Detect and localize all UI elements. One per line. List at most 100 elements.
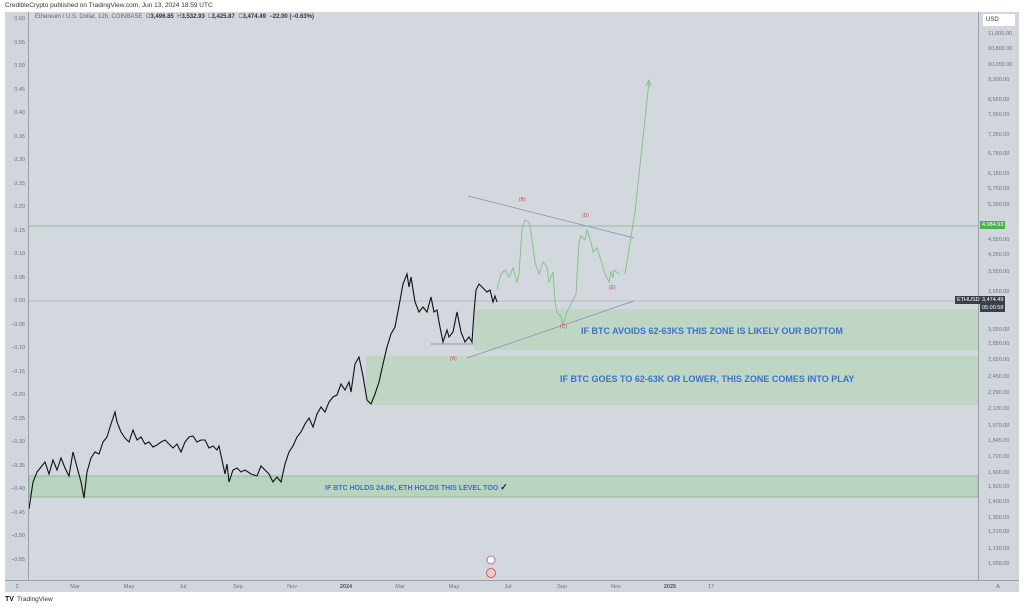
check-icon: ✓ <box>500 482 508 492</box>
price-axis-tick: 2,130.00 <box>988 406 1010 412</box>
price-axis-tick: 3,050.00 <box>988 327 1010 333</box>
left-axis-tick: −0.15 <box>11 368 25 375</box>
left-axis-tick: −0.20 <box>11 392 25 398</box>
legend-symbol: Ethereum / U.S. Dollar, 12h, COINBASE <box>35 14 143 20</box>
left-axis-tick: 0.55 <box>14 39 25 46</box>
price-axis-tick: 5,750.00 <box>988 186 1010 192</box>
left-axis-tick: 0.40 <box>14 110 25 116</box>
price-axis-tick: 1,210.00 <box>988 529 1010 535</box>
left-axis-tick: 0.50 <box>14 63 25 69</box>
time-axis-tick: Mar <box>395 584 405 590</box>
price-axis-tick: 1,058.00 <box>988 561 1010 567</box>
price-axis-tick: 1,720.00 <box>988 454 1010 460</box>
time-axis-tick: May <box>123 584 135 590</box>
publisher-caption: CredibleCrypto published on TradingView.… <box>5 2 213 9</box>
price-axis-tick: 1,845.00 <box>988 438 1010 444</box>
left-axis-tick: −0.50 <box>11 533 25 539</box>
time-axis-tick: Jul <box>179 584 187 590</box>
time-axis-tick: Sep <box>233 584 243 590</box>
wave-label-d: (D) <box>582 213 589 219</box>
event-icon <box>486 555 496 565</box>
left-axis-tick: 0.15 <box>14 227 25 234</box>
left-axis-tick: 0.20 <box>14 204 25 210</box>
time-axis-tick: 17 <box>707 584 715 590</box>
left-axis-tick: 0.25 <box>14 180 25 187</box>
left-axis-tick: 0.00 <box>14 298 25 304</box>
symbol-tag: ETHUSD <box>955 296 982 304</box>
price-axis-tick: 3,950.00 <box>988 269 1010 275</box>
wave-label-e: (E) <box>609 285 616 291</box>
left-axis-tick: 0.05 <box>14 274 25 281</box>
countdown-tag: 05:00:58 <box>980 304 1006 312</box>
price-axis-tick: 2,290.00 <box>988 390 1010 396</box>
zone-if-btc-lower <box>366 356 978 405</box>
price-axis-tick: 1,600.00 <box>988 470 1010 476</box>
wave-label-c: (C) <box>560 324 567 330</box>
price-axis-tick: 11,600.00 <box>988 31 1013 37</box>
time-axis-tick: 2025 <box>663 584 677 590</box>
brand-name: TradingView <box>16 596 53 603</box>
price-axis-tick: 8,550.00 <box>988 97 1010 103</box>
left-scale-axis[interactable]: 0.60 0.55 0.50 0.45 0.40 0.35 0.30 0.25 0.20 0.15… <box>5 12 29 580</box>
currency-selector[interactable]: USD <box>983 14 1015 26</box>
left-axis-tick: −0.30 <box>11 439 25 445</box>
price-axis-tick: 1,400.00 <box>988 499 1010 505</box>
time-axis-tick: May <box>448 584 460 590</box>
price-axis-tick: 4,550.00 <box>988 237 1010 243</box>
time-axis-tick: Mar <box>70 584 80 590</box>
price-axis-tick: 2,650.00 <box>988 357 1010 363</box>
footer-brand: TV TradingView <box>5 596 53 603</box>
price-axis-tick: 2,850.00 <box>988 341 1010 347</box>
time-axis-left-label: 2 <box>15 584 19 590</box>
auto-scale-button[interactable]: A <box>996 584 1000 590</box>
zone-support-label: IF BTC HOLDS 24.8K, ETH HOLDS THIS LEVEL… <box>325 482 508 492</box>
left-axis-tick: −0.25 <box>11 415 25 422</box>
price-axis-tick: 1,970.00 <box>988 423 1010 429</box>
price-axis-tick: 1,500.00 <box>988 484 1010 490</box>
left-axis-tick: −0.40 <box>11 486 25 492</box>
zone-bottom-likely <box>474 309 978 350</box>
time-axis-tick: Jul <box>504 584 512 590</box>
time-axis-tick: Sep <box>557 584 567 590</box>
zone-low-support <box>29 475 978 498</box>
zone-bottom-label: IF BTC AVOIDS 62-63KS THIS ZONE IS LIKEL… <box>581 326 843 336</box>
price-axis-tick: 7,950.00 <box>988 112 1010 118</box>
time-axis-tick: 2024 <box>339 584 353 590</box>
wave-label-a: (A) <box>450 356 457 362</box>
left-axis-tick: 0.45 <box>14 86 25 93</box>
time-axis-tick: Nov <box>611 584 621 590</box>
left-axis-tick: 0.60 <box>14 16 25 22</box>
left-axis-tick: −0.45 <box>11 509 25 516</box>
left-axis-tick: 0.30 <box>14 157 25 163</box>
chart-canvas <box>29 78 978 578</box>
chart-plot-area[interactable]: Ethereum / U.S. Dollar, 12h, COINBASE O3… <box>29 12 978 580</box>
price-axis-tick: 1,130.00 <box>988 546 1010 552</box>
price-axis-tick: 2,450.00 <box>988 374 1010 380</box>
left-axis-tick: −0.05 <box>11 321 25 328</box>
price-axis-tick: 10,050.00 <box>988 62 1013 68</box>
left-axis-tick: 0.35 <box>14 133 25 140</box>
current-price-tag: 3,474.49 <box>980 296 1006 304</box>
price-axis-tick: 9,300.00 <box>988 77 1010 83</box>
left-axis-tick: −0.10 <box>11 345 25 351</box>
left-axis-tick: −0.35 <box>11 462 25 469</box>
price-axis-tick: 6,750.00 <box>988 151 1010 157</box>
price-axis-tick: 4,250.00 <box>988 252 1010 258</box>
price-axis-tick: 7,350.00 <box>988 132 1010 138</box>
legend-change: −22.00 (−0.63%) <box>269 14 314 20</box>
time-axis[interactable]: 2 A Mar May Jul Sep Nov 2024 Mar May Jul Sep Nov 20… <box>5 580 1019 592</box>
chart-frame: 0.60 0.55 0.50 0.45 0.40 0.35 0.30 0.25 0.20 0.15… <box>5 12 1019 592</box>
left-axis-tick: 0.10 <box>14 251 25 257</box>
wave-label-b: (B) <box>519 197 526 203</box>
left-axis-tick: −0.55 <box>11 556 25 563</box>
level-price-tag: 4,984.93 <box>980 221 1006 229</box>
price-axis-tick: 10,800.00 <box>988 46 1013 52</box>
price-axis-tick: 5,350.00 <box>988 202 1010 208</box>
time-axis-tick: Nov <box>287 584 297 590</box>
flag-icon <box>486 568 496 578</box>
price-axis-tick: 1,300.00 <box>988 515 1010 521</box>
price-axis-tick: 3,650.00 <box>988 289 1010 295</box>
price-axis-tick: 6,150.00 <box>988 171 1010 177</box>
zone-lower-label: IF BTC GOES TO 62-63K OR LOWER, THIS ZON… <box>560 374 855 384</box>
price-axis[interactable]: USD 4,984.93 3,474.49 05:00:58 11,600.00… <box>978 12 1019 580</box>
